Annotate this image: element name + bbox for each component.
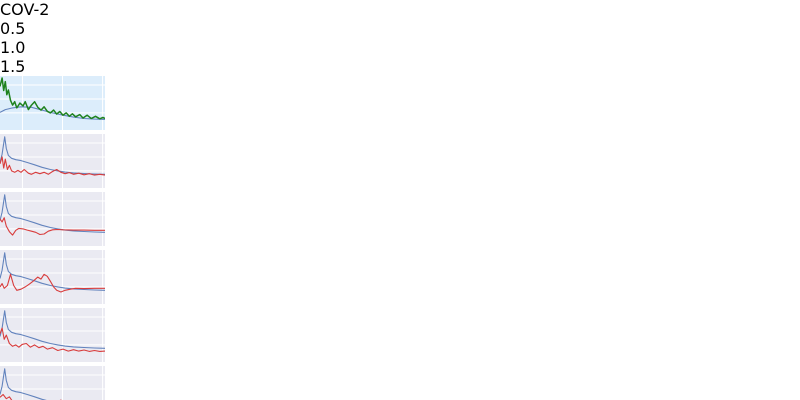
subplot-cov-2-vs-influenza-b bbox=[0, 308, 800, 366]
y-tick-label: 0.5 bbox=[0, 19, 26, 38]
panel-background bbox=[0, 134, 105, 188]
panel-background bbox=[0, 366, 105, 400]
blue-spectrum-line bbox=[0, 368, 47, 400]
y-tick-label: 1.5 bbox=[0, 57, 26, 76]
diagonal-panel bbox=[0, 76, 106, 130]
y-tick-label: 1.0 bbox=[0, 38, 26, 57]
green-spectrum-line bbox=[0, 77, 106, 120]
panel bbox=[0, 134, 106, 188]
red-spectrum-line bbox=[0, 217, 105, 236]
subplot-cov-2-vs-nl63 bbox=[0, 134, 800, 192]
subplot-cov-2-vs-influenza-a bbox=[0, 250, 800, 308]
red-spectrum-line bbox=[0, 273, 105, 293]
blue-spectrum-line bbox=[0, 310, 106, 349]
panel bbox=[0, 250, 106, 304]
subplot-cov-2-vs-oc43 bbox=[0, 192, 800, 250]
panel-background bbox=[0, 192, 105, 246]
row-label-cov-2: COV-2 bbox=[0, 0, 50, 19]
subplot-cov-2-vs-cov-2 bbox=[0, 76, 800, 134]
subplot-cov-2-vs-rsv bbox=[0, 366, 800, 400]
blue-spectrum-line bbox=[0, 136, 106, 175]
blue-spectrum-line bbox=[0, 252, 106, 291]
panel bbox=[0, 192, 106, 246]
panel-background bbox=[0, 308, 105, 362]
panel bbox=[0, 308, 106, 362]
red-spectrum-line bbox=[0, 327, 106, 352]
red-spectrum-line bbox=[0, 156, 106, 176]
panel bbox=[0, 366, 105, 400]
panel-background bbox=[0, 250, 105, 304]
blue-spectrum-line bbox=[0, 194, 106, 233]
